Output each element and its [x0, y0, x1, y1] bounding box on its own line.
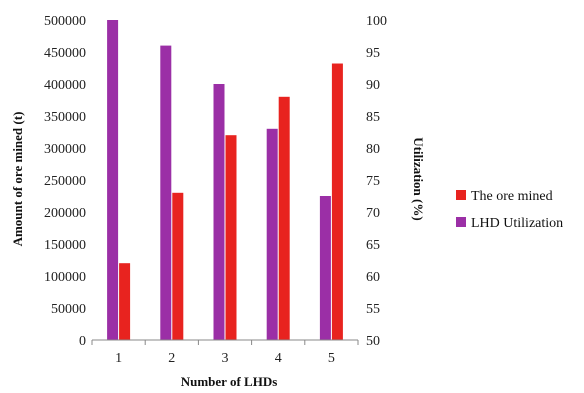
y-right-tick-label: 70 — [366, 206, 380, 221]
legend-swatch-lhd-utilization — [456, 217, 466, 227]
y-left-tick-label: 50000 — [51, 302, 86, 317]
y-right-tick-label: 50 — [366, 334, 380, 349]
legend-swatch-ore-mined — [456, 190, 466, 200]
bar-ore-mined — [172, 192, 184, 340]
bar-ore-mined — [278, 96, 290, 340]
y-left-tick-label: 200000 — [44, 206, 86, 221]
bar-lhd-utilization — [213, 84, 225, 340]
bar-lhd-utilization — [160, 45, 172, 340]
bar-lhd-utilization — [266, 128, 278, 340]
left-axis-ticks: 0 50000 100000 150000 200000 250000 300000 3500… — [44, 14, 86, 349]
legend-label-lhd-utilization: LHD Utilization — [471, 216, 563, 231]
legend-label-ore-mined: The ore mined — [471, 189, 553, 204]
y-left-tick-label: 0 — [79, 334, 86, 349]
y-right-tick-label: 100 — [366, 14, 387, 29]
y-right-tick-label: 75 — [366, 174, 380, 189]
y-left-tick-label: 150000 — [44, 238, 86, 253]
y-left-tick-label: 100000 — [44, 270, 86, 285]
x-tick-label: 1 — [115, 351, 122, 366]
y-right-tick-label: 65 — [366, 238, 380, 253]
x-tick-label: 3 — [222, 351, 229, 366]
x-tick-label: 4 — [275, 351, 282, 366]
x-axis-title: Number of LHDs — [181, 374, 278, 389]
x-tick-label: 2 — [168, 351, 175, 366]
y-left-tick-label: 350000 — [44, 110, 86, 125]
bar-lhd-utilization — [107, 20, 119, 340]
y-left-tick-label: 400000 — [44, 78, 86, 93]
y-right-tick-label: 80 — [366, 142, 380, 157]
bar-ore-mined — [119, 263, 131, 340]
y-right-axis-title: Utilization (%) — [411, 137, 426, 220]
y-left-axis-title: Amount of ore mined (t) — [10, 112, 25, 247]
y-right-tick-label: 60 — [366, 270, 380, 285]
y-right-tick-label: 85 — [366, 110, 380, 125]
bar-ore-mined — [225, 135, 237, 340]
bar-lhd-utilization — [319, 196, 331, 340]
right-axis-ticks: 50 55 60 65 70 75 80 85 90 95 100 — [366, 14, 387, 349]
y-left-tick-label: 500000 — [44, 14, 86, 29]
y-left-tick-label: 250000 — [44, 174, 86, 189]
x-axis-ticks: 1 2 3 4 5 — [91, 340, 359, 366]
bars — [107, 20, 343, 341]
y-right-tick-label: 95 — [366, 46, 380, 61]
y-left-tick-label: 300000 — [44, 142, 86, 157]
x-tick-label: 5 — [328, 351, 335, 366]
legend: The ore mined LHD Utilization — [456, 189, 563, 231]
y-right-tick-label: 90 — [366, 78, 380, 93]
y-left-tick-label: 450000 — [44, 46, 86, 61]
y-right-tick-label: 55 — [366, 302, 380, 317]
bar-ore-mined — [331, 63, 343, 341]
